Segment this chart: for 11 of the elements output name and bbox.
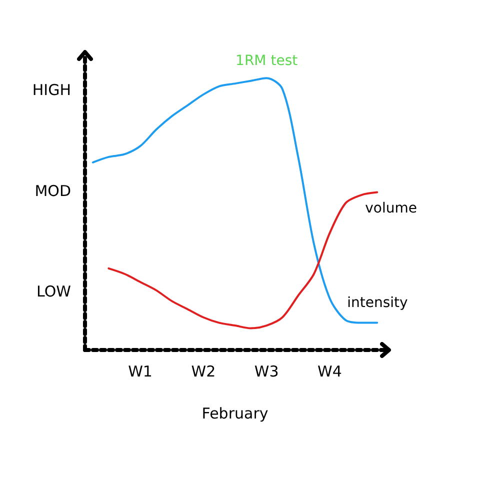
text: MOD xyxy=(34,182,72,200)
series-label: intensity xyxy=(347,294,408,311)
x-axis-title: February xyxy=(202,404,268,422)
annotation: 1RM test xyxy=(236,53,298,70)
text: LOW xyxy=(36,282,72,300)
series-label: volume xyxy=(365,200,417,216)
x-tick-label: W4 xyxy=(318,362,342,380)
x-tick-label: W1 xyxy=(128,362,152,380)
x-tick-label: W3 xyxy=(254,362,279,380)
text: HIGH xyxy=(32,81,72,100)
x-tick-label: W2 xyxy=(191,362,216,380)
